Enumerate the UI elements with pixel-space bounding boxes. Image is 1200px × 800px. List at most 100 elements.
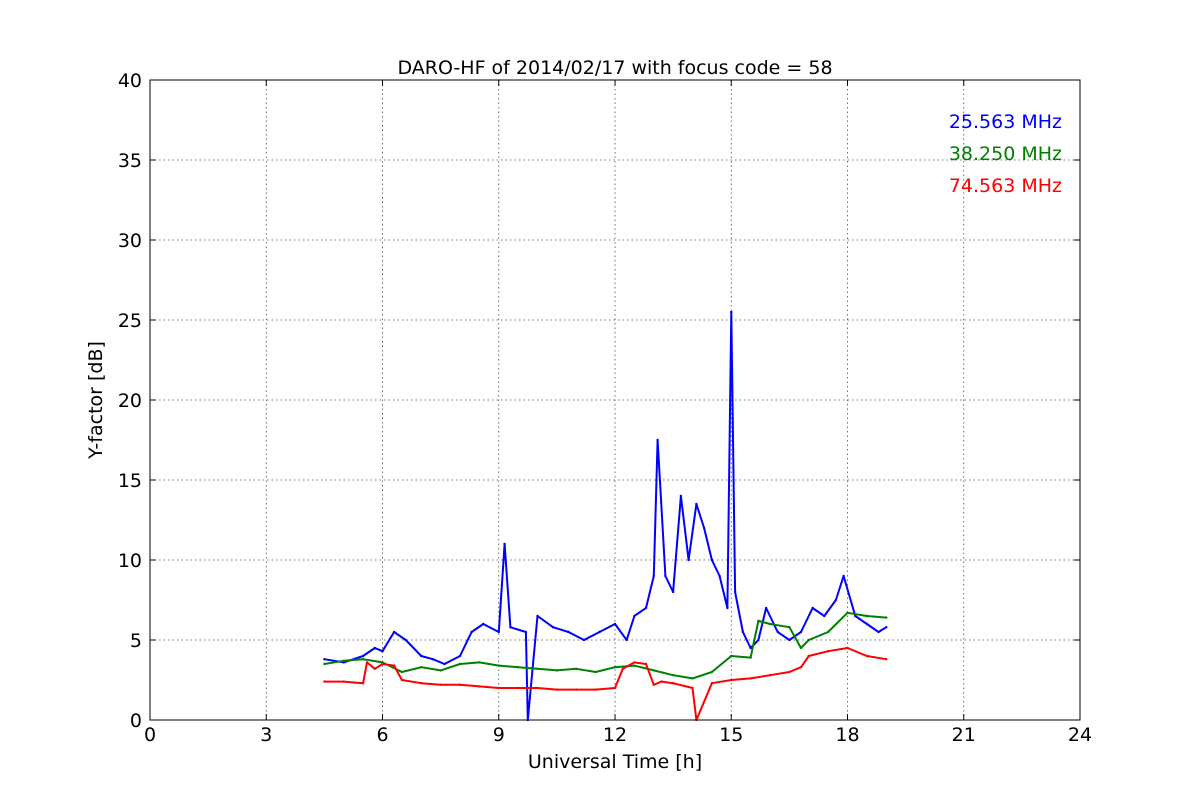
data-point <box>749 677 752 680</box>
data-point <box>865 622 869 626</box>
data-point <box>776 630 779 634</box>
y-tick-label: 30 <box>118 230 142 252</box>
data-point <box>885 626 888 629</box>
data-point <box>373 646 376 650</box>
data-point <box>400 670 404 674</box>
data-point <box>365 661 369 664</box>
legend: 25.563 MHz 38.250 MHz 74.563 MHz <box>949 111 1062 197</box>
data-point <box>323 658 326 661</box>
data-point <box>458 662 462 666</box>
data-point <box>392 664 396 667</box>
data-point <box>846 646 849 650</box>
data-point <box>757 619 760 622</box>
data-point <box>807 654 810 658</box>
data-point <box>710 558 714 562</box>
data-point <box>458 683 462 686</box>
data-point <box>652 683 655 686</box>
data-point <box>381 650 384 653</box>
data-point <box>575 667 578 670</box>
data-point <box>323 680 326 683</box>
data-point <box>854 614 857 618</box>
x-tick-label: 15 <box>719 724 743 746</box>
data-point <box>726 606 729 610</box>
data-point <box>764 606 768 610</box>
data-point <box>656 438 659 442</box>
data-point <box>420 654 423 658</box>
y-axis-label: Y-factor [dB] <box>85 341 107 460</box>
y-tick-label: 0 <box>130 710 142 732</box>
series-line-2 <box>324 611 887 680</box>
data-point <box>482 622 485 626</box>
series-lines <box>323 310 888 722</box>
data-point <box>633 614 636 618</box>
data-point <box>342 659 345 662</box>
data-point <box>524 630 528 634</box>
data-point <box>555 669 559 672</box>
data-point <box>865 654 869 658</box>
data-point <box>536 614 539 618</box>
data-point <box>633 661 636 664</box>
data-point <box>865 614 869 618</box>
x-tick-label: 9 <box>493 724 505 746</box>
data-point <box>788 626 791 629</box>
data-point <box>551 626 555 629</box>
data-point <box>361 654 365 658</box>
data-point <box>516 686 520 690</box>
series-line-3 <box>324 647 887 721</box>
data-point <box>885 658 888 661</box>
x-tick-label: 3 <box>260 724 272 746</box>
data-point <box>718 574 721 578</box>
data-point <box>842 574 845 578</box>
data-point <box>431 658 435 661</box>
data-point <box>621 667 624 670</box>
data-point <box>582 638 586 642</box>
data-point <box>404 638 407 642</box>
data-point <box>702 526 706 530</box>
data-point <box>687 558 690 562</box>
data-point <box>633 664 636 667</box>
data-point <box>733 590 737 594</box>
data-point <box>458 654 462 658</box>
y-tick-label: 25 <box>118 310 142 332</box>
x-tick-label: 12 <box>603 724 627 746</box>
data-point <box>613 622 617 626</box>
x-axis-label: Universal Time [h] <box>528 751 702 773</box>
ticks: 0 3 6 9 12 15 18 21 24 0 5 10 15 20 25 30 35 40 <box>118 70 1092 746</box>
y-tick-label: 10 <box>118 550 142 572</box>
x-tick-label: 18 <box>835 724 859 746</box>
data-point <box>536 686 539 690</box>
data-point <box>516 666 520 669</box>
y-tick-label: 35 <box>118 150 142 172</box>
data-point <box>470 630 473 634</box>
data-point <box>788 638 791 642</box>
data-point <box>497 664 500 667</box>
data-point <box>342 680 345 683</box>
legend-entry-1: 25.563 MHz <box>949 111 1062 133</box>
data-point <box>730 654 733 658</box>
data-point <box>439 683 442 686</box>
data-point <box>644 606 648 610</box>
data-point <box>439 669 442 672</box>
data-point <box>768 622 772 626</box>
data-point <box>509 626 512 629</box>
data-point <box>555 688 559 691</box>
data-point <box>799 630 803 634</box>
data-point <box>613 686 617 690</box>
data-point <box>478 661 481 664</box>
y-tick-label: 20 <box>118 390 142 412</box>
data-point <box>664 574 667 578</box>
data-point <box>652 669 655 672</box>
data-point <box>497 630 500 634</box>
data-point <box>757 638 760 642</box>
data-point <box>826 630 830 634</box>
data-point <box>443 662 446 666</box>
data-point <box>361 682 365 685</box>
data-point <box>823 614 826 618</box>
data-point <box>373 667 376 670</box>
data-point <box>799 666 803 669</box>
data-point <box>741 630 745 634</box>
data-point <box>671 682 675 685</box>
data-point <box>811 606 814 610</box>
data-point <box>788 670 791 674</box>
